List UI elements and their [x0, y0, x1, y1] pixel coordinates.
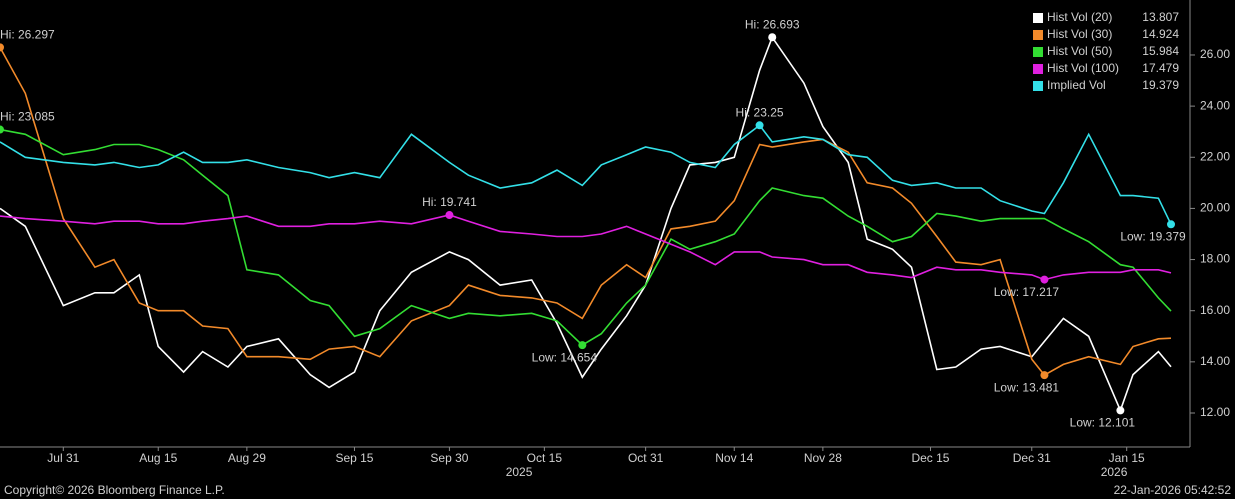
legend-label: Hist Vol (50) — [1047, 44, 1112, 58]
legend-label: Hist Vol (100) — [1047, 61, 1119, 75]
legend-box — [1027, 8, 1184, 95]
legend-value: 15.984 — [1142, 44, 1179, 58]
annotation-dot — [1040, 371, 1049, 380]
y-tick-label: 18.00 — [1200, 252, 1230, 266]
y-tick-label: 24.00 — [1200, 98, 1230, 112]
x-tick-label: Oct 15 — [527, 451, 563, 465]
y-tick-label: 26.00 — [1200, 47, 1230, 61]
y-tick-label: 20.00 — [1200, 201, 1230, 215]
annotation-label: Hi: 19.741 — [422, 195, 477, 209]
annotation-label: Low: 19.379 — [1120, 229, 1186, 243]
annotation-label: Hi: 26.693 — [745, 17, 800, 31]
legend-value: 14.924 — [1142, 27, 1179, 41]
legend-swatch — [1033, 13, 1043, 23]
footer-right: 22-Jan-2026 05:42:52 — [1114, 483, 1232, 497]
annotation-dot — [755, 121, 764, 130]
x-tick-label: Nov 14 — [715, 451, 753, 465]
legend-swatch — [1033, 30, 1043, 40]
annotation-dot — [768, 33, 777, 42]
x-tick-label: Jul 31 — [47, 451, 79, 465]
annotation-label: Low: 12.101 — [1070, 416, 1136, 430]
legend-value: 19.379 — [1142, 78, 1179, 92]
legend-swatch — [1033, 64, 1043, 74]
x-tick-label: Sep 15 — [335, 451, 373, 465]
x-year-label: 2026 — [1101, 465, 1128, 479]
series-line — [0, 47, 1172, 377]
annotation-dot — [1167, 220, 1176, 229]
annotation-dot — [1040, 275, 1049, 284]
x-tick-label: Jan 15 — [1109, 451, 1145, 465]
annotation-label: Hi: 26.297 — [0, 28, 55, 42]
legend-label: Implied Vol — [1047, 78, 1106, 92]
series-line — [0, 128, 1172, 347]
legend-swatch — [1033, 47, 1043, 57]
legend-label: Hist Vol (30) — [1047, 27, 1112, 41]
x-tick-label: Dec 15 — [911, 451, 949, 465]
series-line — [0, 124, 1172, 225]
y-tick-label: 12.00 — [1200, 405, 1230, 419]
annotation-dot — [445, 211, 454, 220]
annotation-dot — [1116, 406, 1125, 415]
legend-value: 17.479 — [1142, 61, 1179, 75]
legend-swatch — [1033, 81, 1043, 91]
legend-value: 13.807 — [1142, 10, 1179, 24]
annotation-label: Low: 17.217 — [994, 285, 1060, 299]
annotation-label: Low: 14.654 — [532, 350, 598, 364]
annotation-dot — [578, 341, 587, 350]
x-tick-label: Aug 29 — [228, 451, 266, 465]
annotation-label: Hi: 23.25 — [736, 105, 784, 119]
y-tick-label: 14.00 — [1200, 354, 1230, 368]
x-tick-label: Oct 31 — [628, 451, 664, 465]
x-tick-label: Nov 28 — [804, 451, 842, 465]
x-tick-label: Dec 31 — [1013, 451, 1051, 465]
series-line — [0, 35, 1172, 413]
legend-label: Hist Vol (20) — [1047, 10, 1112, 24]
y-tick-label: 16.00 — [1200, 303, 1230, 317]
annotation-dot — [0, 43, 4, 52]
series-line — [0, 214, 1172, 281]
footer-left: Copyright© 2026 Bloomberg Finance L.P. — [4, 483, 225, 497]
annotation-label: Low: 13.481 — [994, 380, 1060, 394]
x-year-label: 2025 — [506, 465, 533, 479]
x-tick-label: Aug 15 — [139, 451, 177, 465]
annotation-dot — [0, 125, 4, 134]
annotation-label: Hi: 23.085 — [0, 110, 55, 124]
y-tick-label: 22.00 — [1200, 149, 1230, 163]
x-tick-label: Sep 30 — [430, 451, 468, 465]
